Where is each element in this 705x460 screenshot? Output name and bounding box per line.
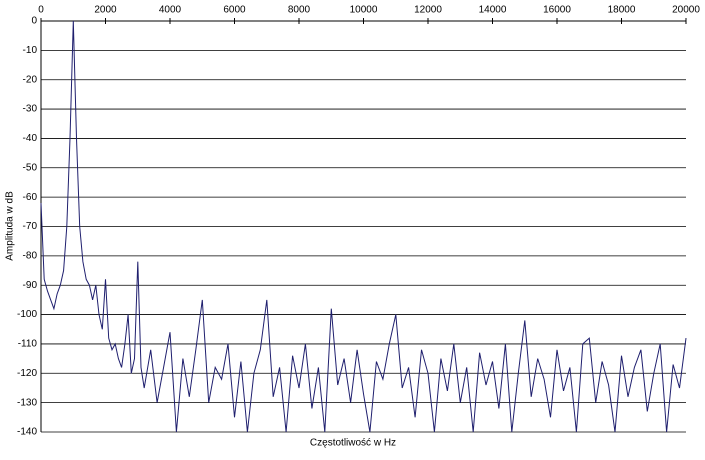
x-tick-label: 0 [38,5,44,16]
y-tick-label: -90 [23,280,38,291]
x-tick-label: 12000 [414,5,442,16]
y-tick-label: -80 [23,250,38,261]
y-tick-label: -100 [17,309,37,320]
y-tick-label: -10 [23,45,38,56]
x-tick-label: 2000 [94,5,117,16]
x-tick-label: 6000 [223,5,246,16]
y-tick-label: -50 [23,162,38,173]
x-tick-label: 20000 [672,5,700,16]
x-tick-label: 4000 [159,5,182,16]
x-tick-label: 18000 [608,5,636,16]
y-tick-label: -140 [17,427,37,438]
y-tick-label: -60 [23,192,38,203]
x-tick-label: 10000 [350,5,378,16]
y-tick-label: -70 [23,221,38,232]
y-tick-label: -130 [17,397,37,408]
x-tick-label: 8000 [288,5,311,16]
y-tick-label: -110 [18,339,38,350]
y-tick-label: -40 [23,133,38,144]
series-line [40,20,687,433]
y-axis-label: Amplituda w dB [5,191,16,261]
y-tick-label: -30 [23,104,38,115]
y-tick-label: -20 [23,74,38,85]
y-tick-label: 0 [31,16,37,27]
x-tick-label: 16000 [543,5,571,16]
x-tick-label: 14000 [479,5,507,16]
x-axis-label: Częstotliwość w Hz [310,438,396,449]
y-tick-label: -120 [17,368,37,379]
